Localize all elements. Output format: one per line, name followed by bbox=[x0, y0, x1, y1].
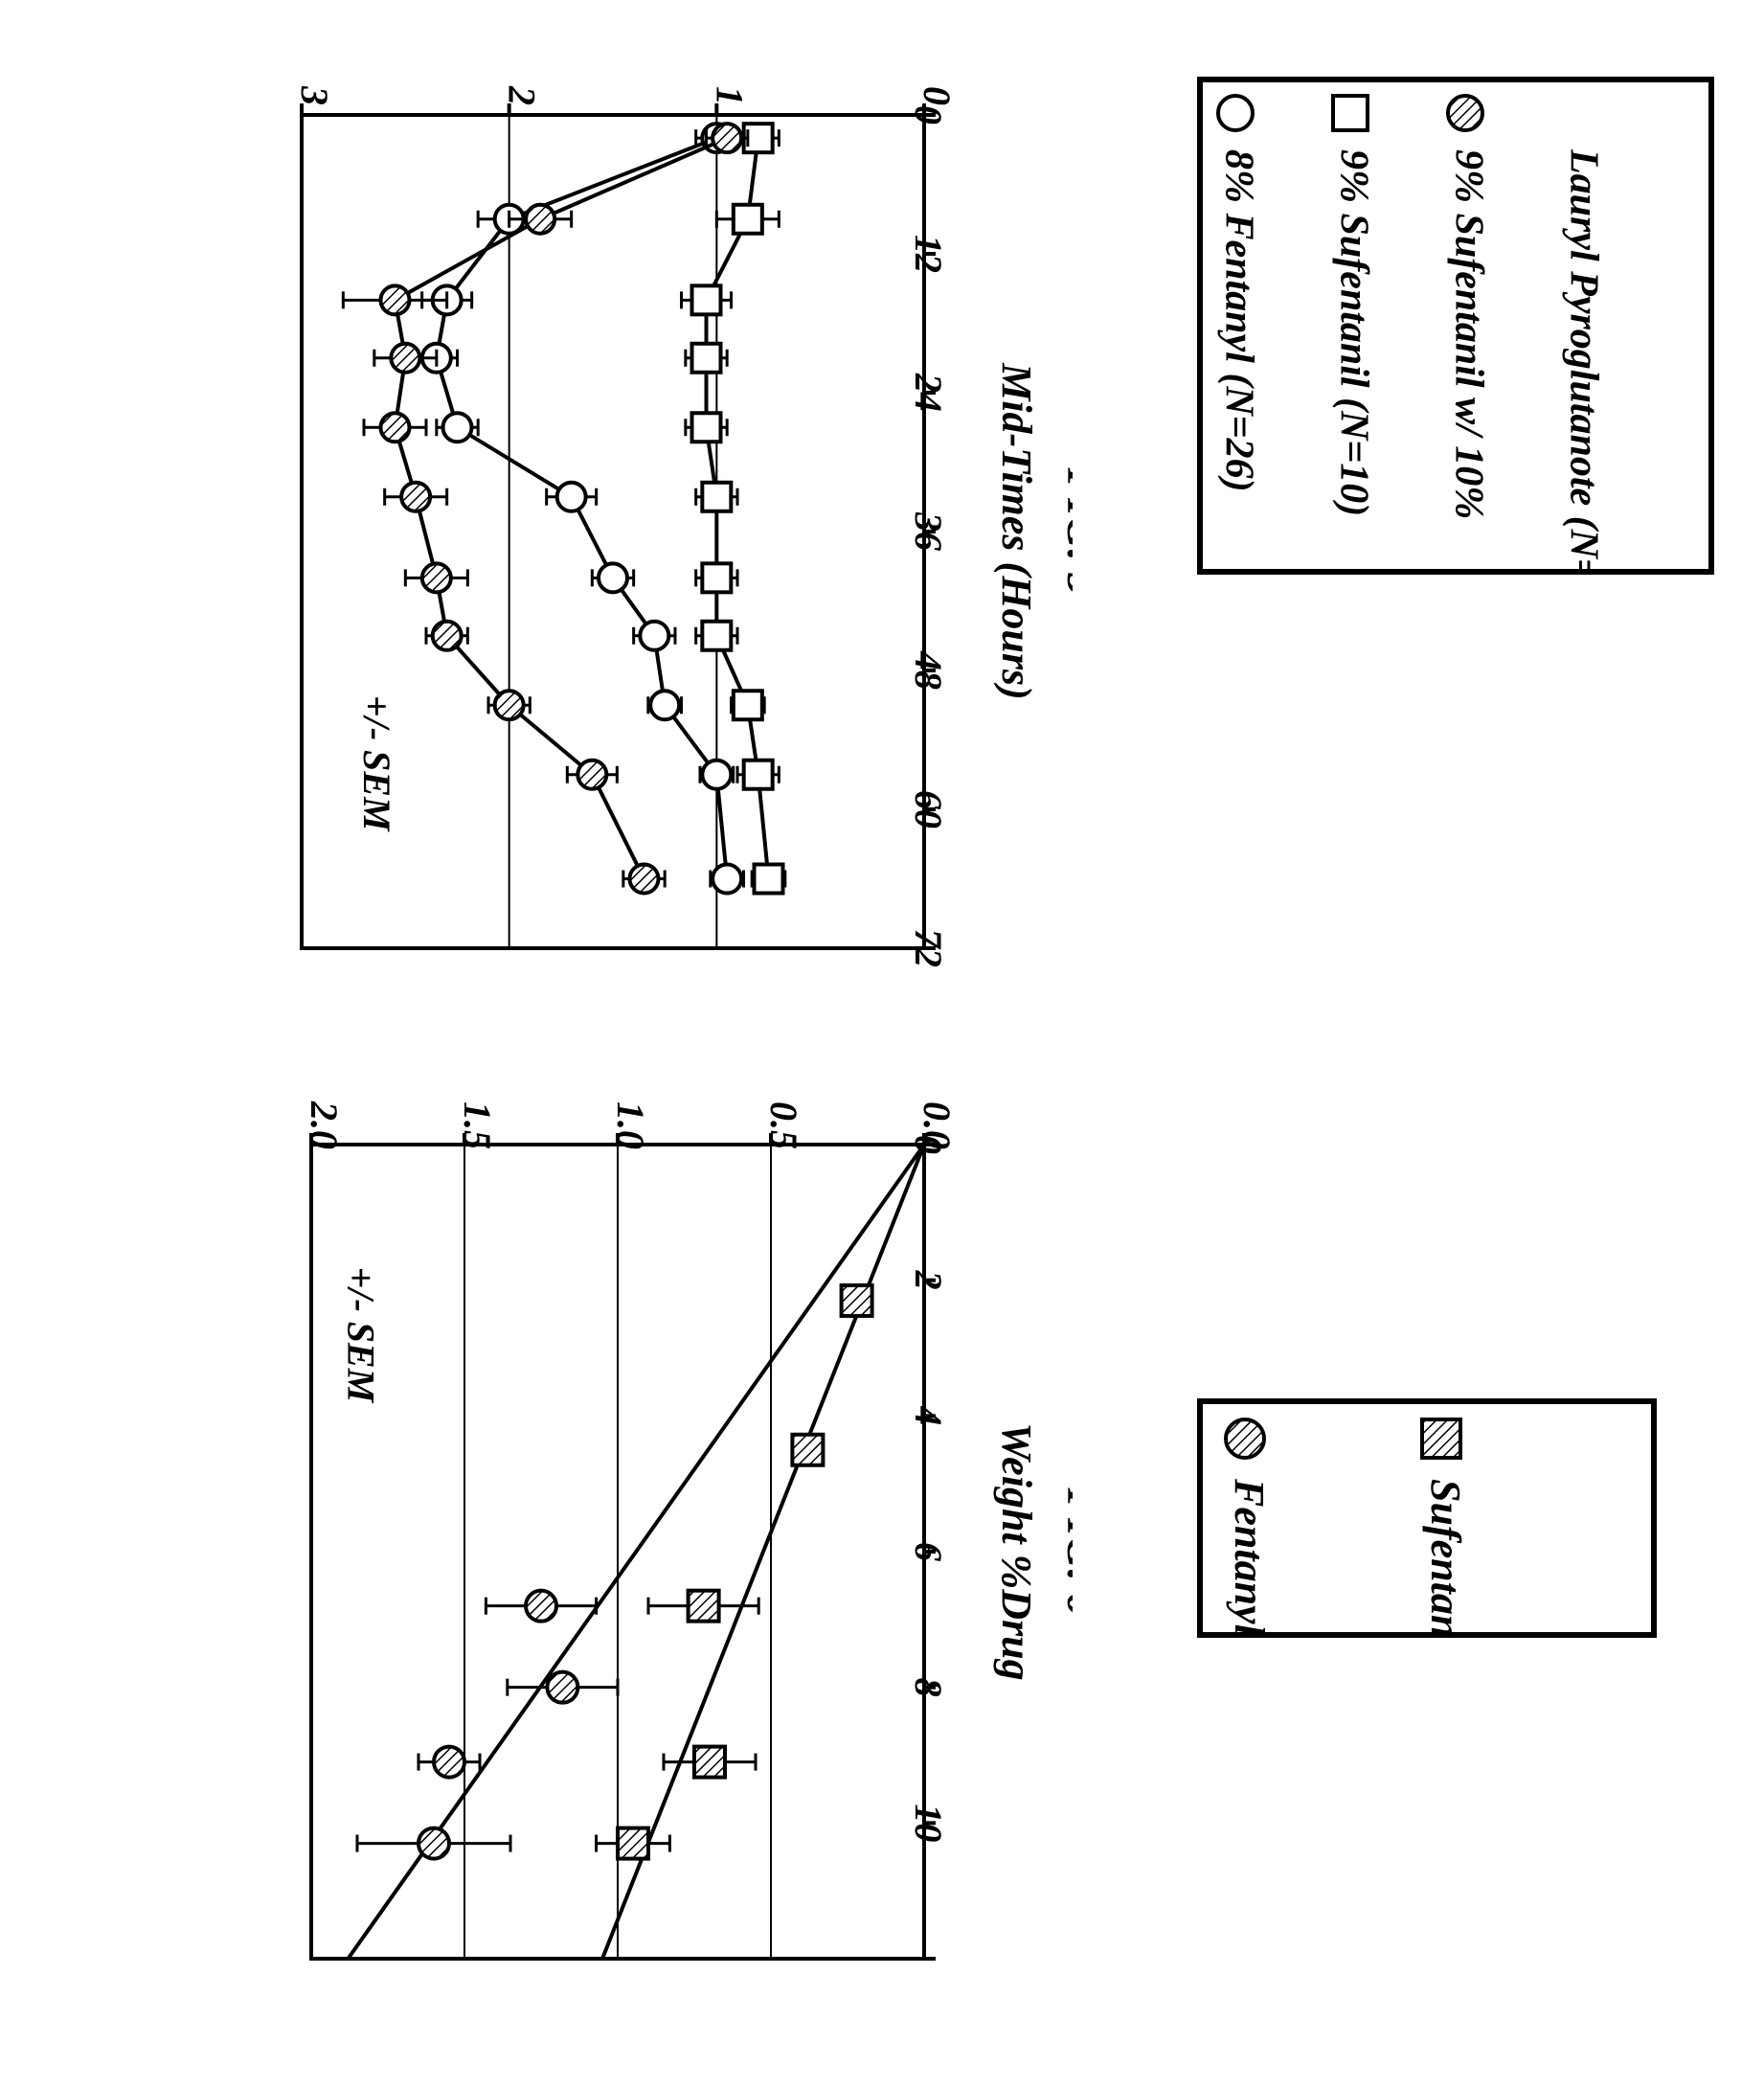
svg-text:Mid-Times (Hours): Mid-Times (Hours) bbox=[993, 362, 1040, 700]
fig6-legend-svg: Fentanyl Sufentanil bbox=[1197, 1398, 1657, 1638]
svg-text:8: 8 bbox=[907, 1678, 950, 1697]
svg-text:FIG. 6: FIG. 6 bbox=[1057, 1487, 1073, 1615]
fig5-panel: 01224364860720123+/- SEMMid-Times (Hours… bbox=[163, 57, 1073, 1025]
svg-text:3: 3 bbox=[293, 85, 336, 105]
svg-text:9% Sufentanil (N=10): 9% Sufentanil (N=10) bbox=[1331, 149, 1375, 516]
svg-text:60: 60 bbox=[907, 790, 950, 828]
svg-text:1.0: 1.0 bbox=[609, 1101, 652, 1149]
fig5-legend-svg: 8% Fentanyl (N=26) 9% Sufentanil (N=10) 9%… bbox=[1197, 77, 1714, 575]
svg-text:24: 24 bbox=[907, 373, 950, 412]
fig6-legend-panel: Fentanyl Sufentanil bbox=[1197, 1398, 1657, 1638]
svg-text:36: 36 bbox=[907, 511, 950, 551]
svg-text:2: 2 bbox=[907, 1270, 950, 1290]
svg-text:9% Sufentanil w/ 10%: 9% Sufentanil w/ 10% bbox=[1446, 149, 1490, 519]
svg-text:0: 0 bbox=[916, 86, 959, 105]
svg-text:72: 72 bbox=[907, 929, 950, 967]
svg-text:0: 0 bbox=[907, 105, 950, 125]
svg-text:2.0: 2.0 bbox=[303, 1101, 346, 1149]
svg-text:6: 6 bbox=[907, 1542, 950, 1561]
svg-text:Sufentanil: Sufentanil bbox=[1422, 1479, 1469, 1638]
fig6-panel: 02468100.00.51.01.52.0+/- SEMWeight %Dru… bbox=[163, 1092, 1073, 2031]
svg-text:Fentanyl: Fentanyl bbox=[1226, 1478, 1273, 1637]
svg-text:Weight %Drug: Weight %Drug bbox=[993, 1422, 1040, 1680]
svg-text:8% Fentanyl (N=26): 8% Fentanyl (N=26) bbox=[1216, 149, 1260, 492]
svg-text:0.0: 0.0 bbox=[916, 1101, 959, 1149]
svg-text:48: 48 bbox=[907, 650, 950, 690]
svg-text:0.5: 0.5 bbox=[762, 1101, 805, 1149]
svg-text:2: 2 bbox=[501, 85, 544, 105]
svg-text:FIG. 5: FIG. 5 bbox=[1057, 466, 1073, 595]
svg-text:4: 4 bbox=[907, 1405, 950, 1425]
svg-text:1.5: 1.5 bbox=[456, 1101, 499, 1149]
svg-text:10: 10 bbox=[907, 1804, 950, 1842]
fig5-svg: 01224364860720123+/- SEMMid-Times (Hours… bbox=[163, 57, 1073, 1025]
svg-text:+/- SEM: +/- SEM bbox=[339, 1266, 382, 1403]
svg-text:+/- SEM: +/- SEM bbox=[355, 695, 398, 832]
svg-text:12: 12 bbox=[907, 235, 950, 273]
svg-text:1: 1 bbox=[708, 86, 751, 105]
fig5-legend-panel: 8% Fentanyl (N=26) 9% Sufentanil (N=10) 9%… bbox=[1197, 77, 1714, 575]
page-root: 01224364860720123+/- SEMMid-Times (Hours… bbox=[0, 0, 1764, 2088]
svg-text:Lauryl Pyroglutanote (N=7): Lauryl Pyroglutanote (N=7) bbox=[1561, 148, 1605, 575]
fig6-svg: 02468100.00.51.01.52.0+/- SEMWeight %Dru… bbox=[163, 1092, 1073, 2031]
